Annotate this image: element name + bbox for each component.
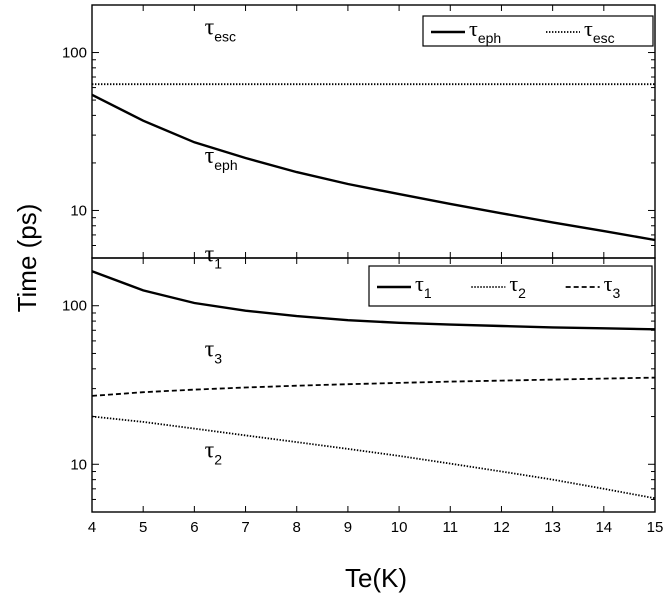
x-tick-label: 9 xyxy=(344,519,352,536)
legend-label: τ2 xyxy=(509,271,526,301)
legend-box xyxy=(368,265,653,307)
x-tick-label: 10 xyxy=(391,519,408,536)
x-tick-label: 11 xyxy=(442,519,458,536)
x-axis-title: Te(K) xyxy=(345,563,407,593)
panel-top: 10 100 τesc τeph τeph τesc xyxy=(62,4,656,259)
series-line-2 xyxy=(91,415,656,500)
x-tick-label: 4 xyxy=(88,519,96,536)
series-line-1 xyxy=(91,270,656,331)
y-axis-title: Time (ps) xyxy=(12,204,42,313)
annotation-tau-3: τ3 xyxy=(205,336,223,366)
annotation-tau-esc: τesc xyxy=(205,15,236,45)
panel-frame xyxy=(91,257,656,513)
legend-label: τesc xyxy=(584,16,615,46)
plot-area: 10 100 τesc τeph τeph τesc 10 100 4 5 6 7 8 9 10 11 12 13… xyxy=(62,4,663,536)
x-tick-label: 5 xyxy=(139,519,147,536)
annotation-tau-1: τ1 xyxy=(205,242,223,272)
y-tick-label: 100 xyxy=(62,298,87,315)
y-tick-label: 10 xyxy=(70,456,87,473)
legend-label: τ1 xyxy=(415,271,432,301)
x-tick-label: 12 xyxy=(493,519,510,536)
y-tick-label: 100 xyxy=(62,45,87,62)
series-line-3 xyxy=(91,376,656,397)
y-tick-label: 10 xyxy=(70,202,87,219)
legend-label: τ3 xyxy=(604,271,621,301)
x-tick-label: 15 xyxy=(647,519,664,536)
annotation-tau-eph: τeph xyxy=(205,143,238,173)
series-line-eph xyxy=(91,93,656,242)
x-tick-label: 6 xyxy=(190,519,198,536)
legend: τ1 τ2 τ3 xyxy=(368,265,653,307)
x-tick-label: 14 xyxy=(595,519,612,536)
x-tick-label: 7 xyxy=(241,519,249,536)
legend: τeph τesc xyxy=(422,15,654,47)
legend-label: τeph xyxy=(469,16,501,46)
x-tick-label: 13 xyxy=(544,519,561,536)
x-tick-label: 8 xyxy=(293,519,301,536)
annotation-tau-2: τ2 xyxy=(205,438,223,468)
panel-bottom: 10 100 4 5 6 7 8 9 10 11 12 13 14 15 τ1 τ3 τ2 τ1 τ2 τ3 xyxy=(62,242,663,536)
